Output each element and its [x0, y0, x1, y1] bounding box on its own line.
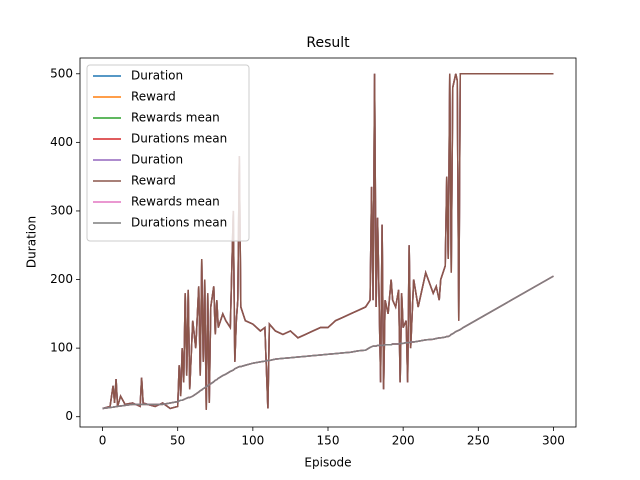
legend-label: Rewards mean: [131, 111, 220, 125]
series-line: [102, 73, 554, 410]
x-tick-label: 0: [99, 434, 107, 448]
y-tick-label: 400: [50, 135, 73, 149]
legend-label: Reward: [131, 174, 176, 188]
x-tick-label: 300: [542, 434, 565, 448]
y-tick-label: 200: [50, 272, 73, 286]
x-tick-label: 100: [241, 434, 264, 448]
y-tick-label: 300: [50, 203, 73, 217]
x-tick-label: 50: [170, 434, 185, 448]
x-tick-label: 150: [317, 434, 340, 448]
y-axis-label: Duration: [25, 216, 39, 268]
legend-label: Duration: [131, 69, 183, 83]
legend-box: [86, 64, 250, 242]
x-axis-label: Episode: [304, 456, 351, 470]
x-tick-label: 200: [392, 434, 415, 448]
series-line: [102, 275, 554, 410]
y-tick-label: 500: [50, 66, 73, 80]
legend: Duration Reward Rewards mean Durations mean…: [86, 64, 250, 242]
chart-title: Result: [306, 35, 350, 51]
y-tick-label: 0: [65, 409, 73, 423]
legend-label: Duration: [131, 153, 183, 167]
legend-label: Durations mean: [131, 132, 227, 146]
axes-frame: [79, 57, 577, 428]
y-tick-label: 100: [50, 341, 73, 355]
legend-label: Durations mean: [131, 216, 227, 230]
legend-label: Rewards mean: [131, 195, 220, 209]
legend-label: Reward: [131, 90, 176, 104]
x-tick-label: 250: [467, 434, 490, 448]
